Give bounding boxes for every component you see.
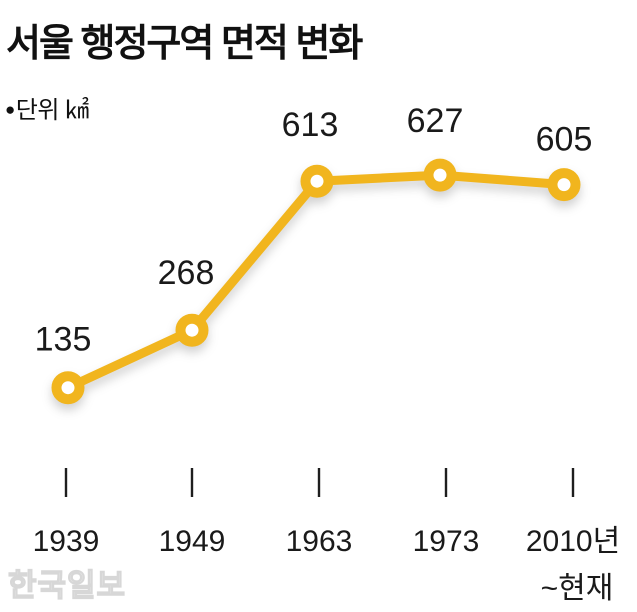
value-label: 613 [282, 106, 339, 144]
x-axis-label: 2010년 [526, 525, 620, 558]
x-axis-label: 1939 [33, 525, 100, 558]
data-point-marker [175, 313, 209, 347]
series-line [63, 170, 569, 393]
data-point-marker [547, 168, 581, 202]
data-point-marker [423, 158, 457, 192]
value-label: 627 [407, 102, 464, 140]
x-axis-ticks [64, 468, 575, 497]
chart-title: 서울 행정구역 면적 변화 [6, 23, 363, 65]
bullet-icon: ● [5, 100, 15, 119]
unit-text: 단위 ㎢ [15, 97, 89, 124]
unit-label: ●단위 ㎢ [5, 90, 89, 125]
x-axis-label: 1949 [159, 525, 226, 558]
value-label: 135 [35, 321, 92, 359]
x-axis-label: 1963 [286, 525, 353, 558]
data-point-marker [51, 371, 85, 405]
publisher-watermark: 한국일보 [7, 567, 127, 603]
data-series [51, 158, 581, 405]
x-axis-label: ~현재 [541, 572, 614, 605]
value-label: 268 [158, 254, 215, 292]
x-axis-label: 1973 [413, 525, 480, 558]
value-label: 605 [536, 121, 593, 159]
data-point-marker [300, 164, 334, 198]
